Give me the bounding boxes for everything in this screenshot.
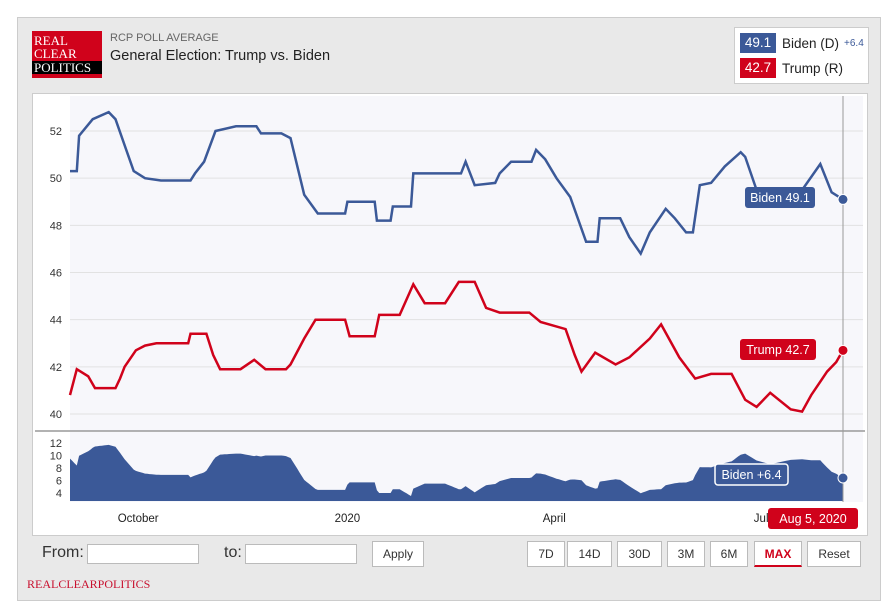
- biden-tooltip-box: [745, 187, 815, 208]
- x-tick-label: October: [118, 513, 159, 525]
- trump-label: Trump (R): [782, 60, 843, 76]
- spread-area: [70, 444, 843, 501]
- y-tick-label: 50: [50, 173, 62, 185]
- range-button-14d[interactable]: 14D: [567, 541, 612, 567]
- y-tick-label: 42: [50, 362, 62, 374]
- biden-tooltip: Biden 49.1: [750, 191, 810, 205]
- controls-bar: From: to: Apply 7D 14D 30D 3M 6M MAX Reset: [32, 535, 866, 573]
- date-tooltip: Aug 5, 2020: [779, 512, 846, 526]
- from-label: From:: [42, 544, 84, 561]
- x-tick-label: 2020: [335, 513, 361, 525]
- y-tick-label: 52: [50, 126, 62, 138]
- spread-tick-label: 12: [50, 438, 62, 450]
- spread-tick-label: 8: [56, 463, 62, 475]
- trump-tooltip: Trump 42.7: [746, 343, 810, 357]
- legend: 49.1 Biden (D) +6.4 42.7 Trump (R): [734, 27, 869, 84]
- y-tick-label: 40: [50, 409, 62, 421]
- biden-line: [70, 110, 844, 257]
- biden-label: Biden (D): [782, 35, 840, 51]
- spread-tooltip-box: [714, 463, 789, 486]
- x-tick-label: Jul: [754, 513, 769, 525]
- spread-tick-label: 10: [50, 451, 62, 463]
- biden-spread: +6.4: [844, 37, 864, 49]
- range-button-3m[interactable]: 3M: [667, 541, 705, 567]
- subtitle: RCP POLL AVERAGE: [110, 32, 219, 44]
- to-date-input[interactable]: [245, 544, 357, 564]
- trump-value: 42.7: [740, 58, 776, 78]
- spread-tooltip: Biden +6.4: [721, 468, 781, 482]
- range-button-6m[interactable]: 6M: [710, 541, 748, 567]
- spread-tick-label: 6: [56, 476, 62, 488]
- trump-tooltip-box: [740, 339, 816, 360]
- range-button-max[interactable]: MAX: [754, 541, 802, 567]
- biden-value: 49.1: [740, 33, 776, 53]
- legend-trump[interactable]: 42.7 Trump (R): [740, 58, 843, 78]
- y-tick-label: 48: [50, 220, 62, 232]
- range-button-reset[interactable]: Reset: [807, 541, 861, 567]
- biden-marker: [837, 193, 849, 205]
- date-tooltip-box: [768, 508, 858, 529]
- plot-background: [70, 96, 863, 431]
- footer-brand[interactable]: REALCLEARPOLITICS: [27, 577, 151, 591]
- from-date-input[interactable]: [87, 544, 199, 564]
- rcp-logo[interactable]: REAL CLEAR POLITICS: [32, 31, 102, 78]
- range-button-30d[interactable]: 30D: [617, 541, 662, 567]
- legend-biden[interactable]: 49.1 Biden (D) +6.4: [740, 33, 864, 53]
- y-tick-label: 46: [50, 268, 62, 280]
- to-label: to:: [224, 544, 242, 561]
- trump-marker: [837, 344, 849, 356]
- apply-button[interactable]: Apply: [372, 541, 424, 567]
- y-tick-label: 44: [50, 315, 62, 327]
- trump-line: [68, 280, 845, 414]
- x-tick-label: April: [543, 513, 566, 525]
- spread-tick-label: 4: [56, 488, 62, 500]
- chart-title: General Election: Trump vs. Biden: [110, 48, 331, 64]
- range-button-7d[interactable]: 7D: [527, 541, 565, 567]
- spread-marker: [837, 472, 849, 484]
